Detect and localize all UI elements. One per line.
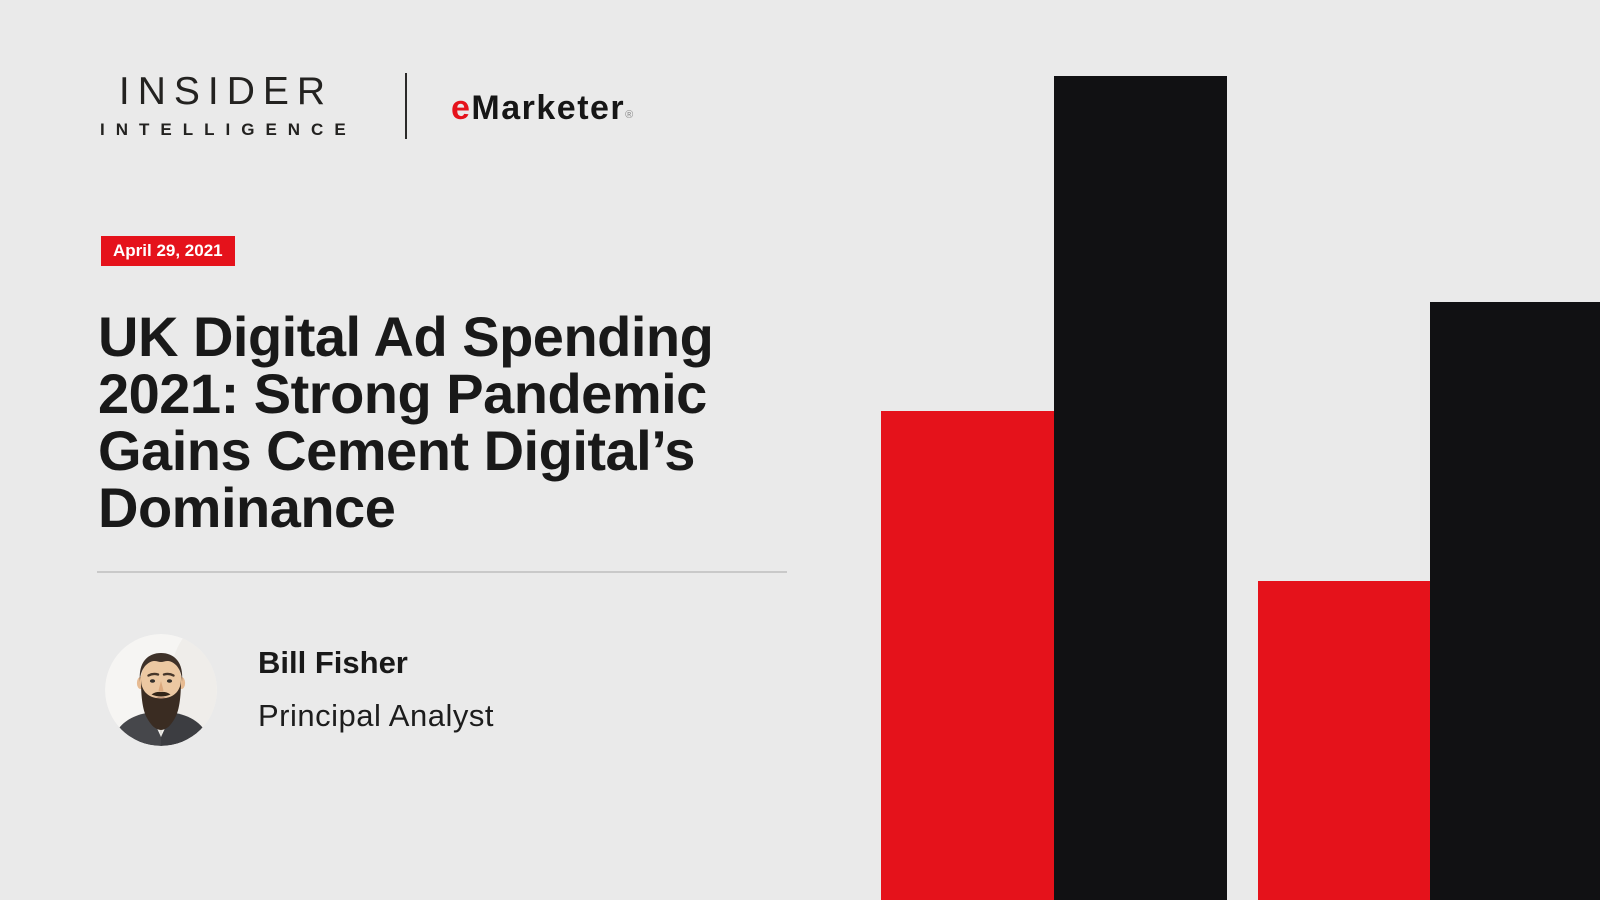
insider-wordmark: INSIDER <box>118 70 334 113</box>
title-line-3: Gains Cement Digital’s <box>98 419 695 482</box>
intelligence-wordmark: INTELLIGENCE <box>100 120 357 139</box>
title-line-1: UK Digital Ad Spending <box>98 305 714 368</box>
emarketer-red-e: e <box>451 89 472 127</box>
title-line-4: Dominance <box>98 476 396 539</box>
decorative-bar-black-1 <box>1054 76 1227 900</box>
divider-line <box>97 571 787 573</box>
avatar-photo <box>105 634 217 746</box>
logo-separator-line <box>405 73 407 139</box>
decorative-bar-red-1 <box>881 411 1054 900</box>
date-badge: April 29, 2021 <box>101 236 235 266</box>
emarketer-logo: eMarketer® <box>451 90 633 133</box>
page-title: UK Digital Ad Spending 2021: Strong Pand… <box>98 308 798 536</box>
insider-intelligence-logo: INSIDER INTELLIGENCE <box>100 72 352 138</box>
author-name: Bill Fisher <box>258 645 408 680</box>
registered-trademark-symbol: ® <box>625 109 634 121</box>
decorative-bar-black-2 <box>1430 302 1600 900</box>
author-avatar <box>105 634 217 746</box>
emarketer-wordmark: Marketer <box>471 89 626 127</box>
decorative-bar-red-2 <box>1258 581 1430 900</box>
author-role: Principal Analyst <box>258 698 494 733</box>
title-line-2: 2021: Strong Pandemic <box>98 362 707 425</box>
